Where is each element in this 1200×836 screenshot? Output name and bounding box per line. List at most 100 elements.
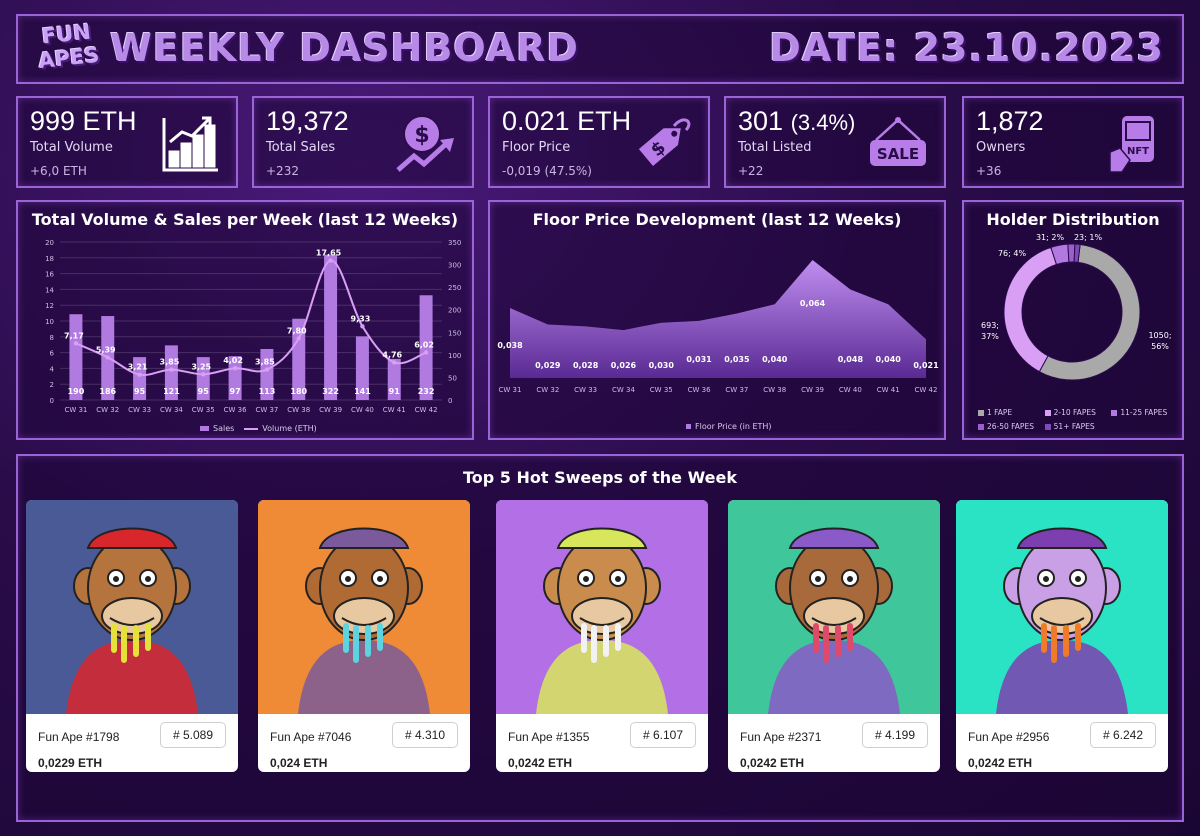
kpi-label: Total Volume	[30, 140, 113, 155]
legend-label-volume: Volume (ETH)	[262, 424, 317, 433]
kpi-change: -0,019 (47.5%)	[502, 164, 592, 178]
bar-sales	[292, 318, 306, 400]
data-label-floor: 0,026	[611, 361, 637, 370]
art-pupil	[815, 576, 821, 582]
sweep-card[interactable]: Fun Ape #1798 # 5.089 0,0229 ETH	[26, 500, 238, 772]
bar-sales	[419, 295, 433, 400]
point-volume	[73, 341, 79, 346]
bar-sales	[69, 314, 83, 400]
rarity-rank-badge: # 6.242	[1089, 722, 1156, 748]
price-tag-icon: $	[636, 118, 691, 169]
point-volume	[169, 367, 174, 372]
art-hat	[556, 527, 648, 549]
art-body	[996, 640, 1128, 714]
donut-slice	[1073, 243, 1081, 263]
legend-swatch	[1111, 409, 1118, 416]
data-label-sales: 95	[198, 387, 210, 396]
card-price: 0,0242 ETH	[968, 756, 1033, 770]
x-tick: CW 34	[612, 386, 635, 394]
data-label-holder: 693;	[981, 321, 999, 330]
donut-slice	[1003, 246, 1058, 373]
legend-swatch	[978, 409, 984, 416]
ape-artwork	[258, 500, 470, 714]
chart-legend: Floor Price (in ETH)	[686, 422, 772, 431]
data-label-volume: 6,02	[414, 340, 434, 349]
art-body	[298, 640, 430, 714]
x-tick: CW 36	[224, 406, 247, 414]
legend-label: 1 FAPE	[987, 408, 1013, 417]
y-tick-right: 100	[448, 352, 461, 360]
card-price: 0,0242 ETH	[740, 756, 805, 770]
holder-donut-chart: 1050; 56% 693; 37% 76; 4% 31; 2% 23; 1%	[981, 233, 1172, 381]
x-tick: CW 33	[128, 406, 151, 414]
point-volume	[360, 324, 365, 329]
x-tick: CW 32	[96, 406, 119, 414]
chart-legend: 1 FAPE 2-10 FAPES 11-25 FAPES 26-50 FAPES 51…	[978, 408, 1178, 431]
data-label-holder: 31; 2%	[1036, 233, 1065, 242]
x-tick: CW 40	[351, 406, 374, 414]
kpi-label: Owners	[976, 140, 1026, 155]
x-tick: CW 32	[536, 386, 559, 394]
data-label-floor: 0,030	[649, 361, 675, 370]
ape-artwork	[956, 500, 1168, 714]
rarity-rank-badge: # 6.107	[629, 722, 696, 748]
x-tick: CW 37	[255, 406, 278, 414]
data-label-holder: 23; 1%	[1074, 233, 1103, 242]
x-tick: CW 35	[650, 386, 673, 394]
data-label-floor: 0,048	[838, 355, 864, 364]
data-label-volume: 4,76	[382, 350, 402, 359]
card-title: Fun Ape #1798	[38, 730, 120, 744]
page-title: WEEKLY DASHBOARD	[110, 26, 579, 70]
data-label-floor: 0,064	[800, 299, 826, 308]
x-tick: CW 38	[287, 406, 310, 414]
kpi-change: +36	[976, 164, 1002, 178]
art-hat	[318, 527, 410, 549]
data-label-sales: 322	[322, 387, 339, 396]
bar-chart-growth-icon	[162, 116, 218, 172]
rarity-rank-badge: # 4.310	[391, 722, 458, 748]
y-tick-left: 20	[45, 239, 54, 247]
data-label-volume: 3,21	[128, 363, 148, 372]
point-volume	[232, 366, 238, 371]
legend-item: 1 FAPE	[978, 408, 1045, 417]
dashboard-header: FUN APES WEEKLY DASHBOARD DATE: 23.10.20…	[16, 14, 1184, 84]
floor-price-panel: Floor Price Development (last 12 Weeks) …	[488, 200, 946, 440]
bar-sales	[196, 357, 210, 400]
point-volume	[201, 372, 206, 377]
x-tick: CW 36	[688, 386, 711, 394]
kpi-change: +6,0 ETH	[30, 164, 87, 178]
art-hat	[1016, 527, 1108, 549]
dollar-growth-icon: $	[396, 115, 454, 172]
point-volume	[137, 372, 142, 377]
point-volume	[296, 336, 301, 341]
sweep-card[interactable]: Fun Ape #2371 # 4.199 0,0242 ETH	[728, 500, 940, 772]
art-pupil	[345, 576, 351, 582]
data-label-floor: 0,028	[573, 361, 599, 370]
sweep-card[interactable]: Fun Ape #2956 # 6.242 0,0242 ETH	[956, 500, 1168, 772]
svg-text:SALE: SALE	[877, 145, 919, 163]
x-tick: CW 39	[801, 386, 824, 394]
data-label-floor: 0,035	[724, 355, 750, 364]
data-label-volume: 9,33	[351, 314, 371, 323]
art-mouth	[109, 617, 155, 626]
x-tick: CW 41	[383, 406, 406, 414]
y-tick-left: 8	[50, 334, 54, 342]
sweep-card[interactable]: Fun Ape #7046 # 4.310 0,024 ETH	[258, 500, 470, 772]
kpi-label: Total Listed	[738, 140, 812, 155]
data-label-sales: 95	[134, 387, 146, 396]
bar-sales	[355, 336, 369, 400]
data-label-holder: 76; 4%	[998, 249, 1027, 258]
art-drip	[343, 623, 383, 663]
data-label-sales: 186	[99, 387, 116, 396]
data-label-sales: 91	[389, 387, 401, 396]
kpi-value: 301 (3.4%)	[738, 106, 856, 136]
sweep-card[interactable]: Fun Ape #1355 # 6.107 0,0242 ETH	[496, 500, 708, 772]
data-label-sales: 180	[290, 387, 307, 396]
data-label-sales: 232	[418, 387, 435, 396]
art-drip	[1041, 623, 1081, 663]
ape-artwork	[728, 500, 940, 714]
y-tick-left: 10	[45, 318, 54, 326]
y-tick-left: 6	[50, 350, 55, 358]
data-label-sales: 97	[230, 387, 241, 396]
point-volume	[392, 360, 397, 365]
